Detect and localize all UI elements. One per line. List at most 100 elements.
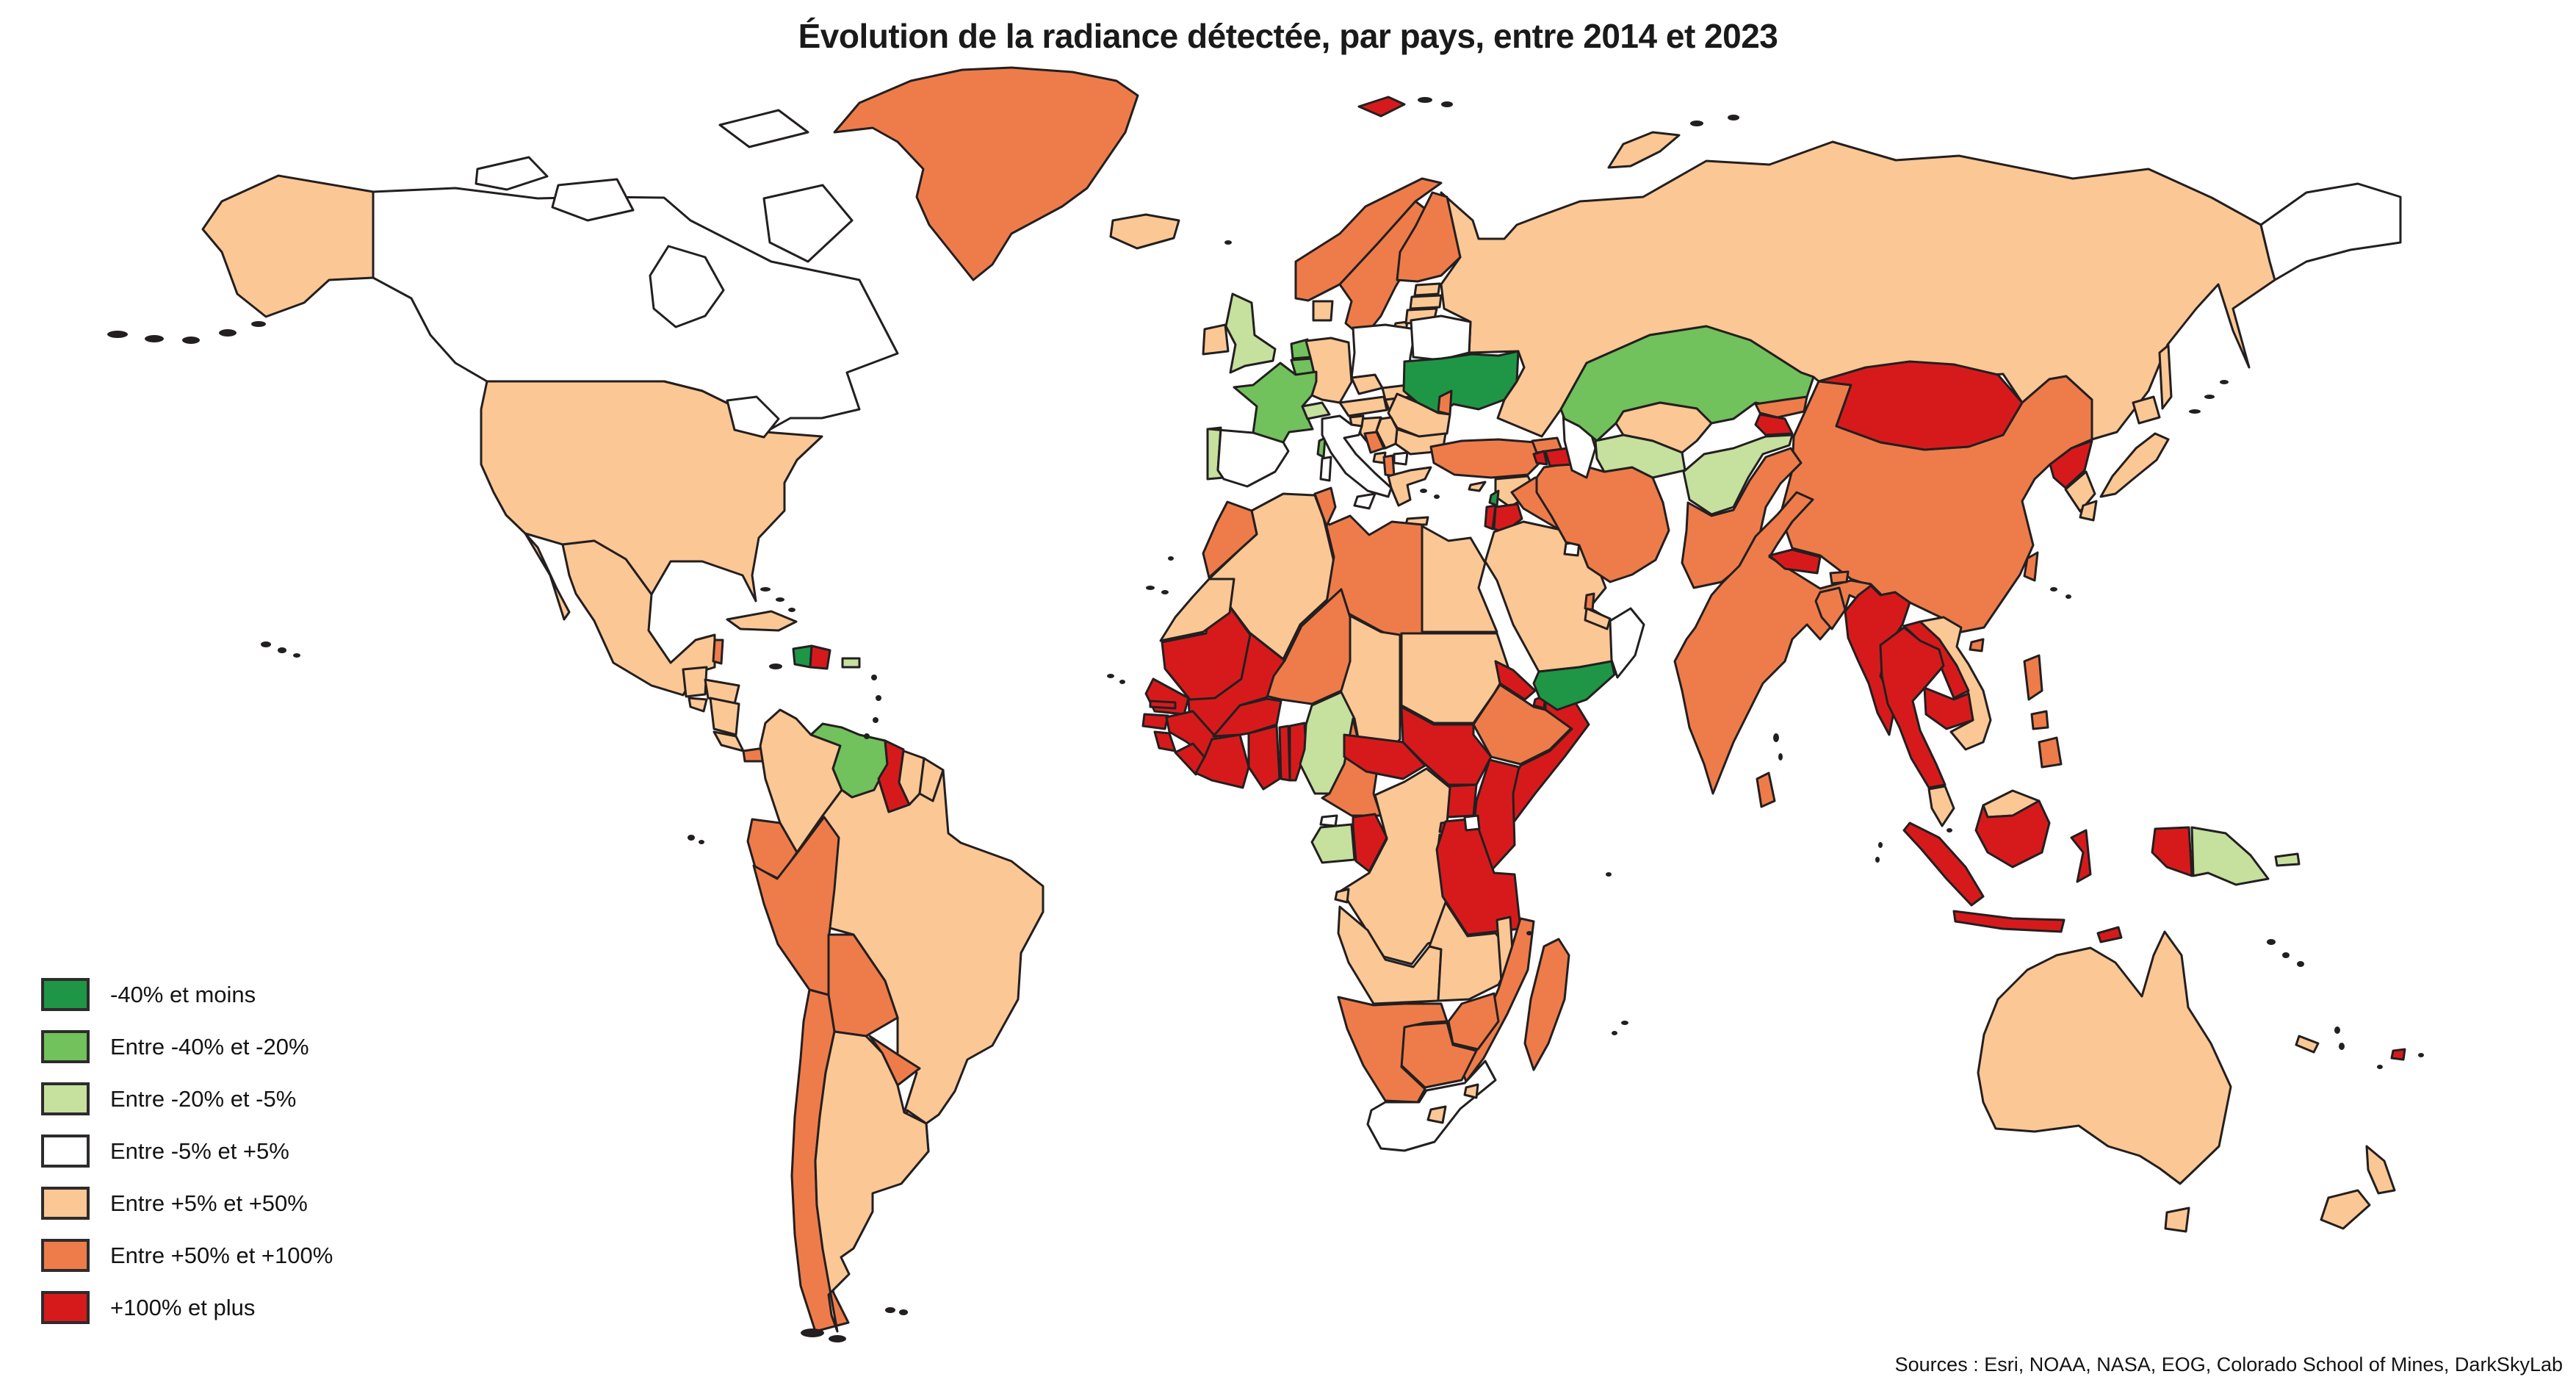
legend-item-0: -40% et moins — [41, 968, 333, 1021]
legend-swatch-red — [41, 1291, 90, 1324]
country-albania — [1382, 454, 1396, 478]
lake-victoria — [1463, 814, 1481, 832]
country-latvia — [1409, 294, 1443, 310]
country-thailand — [1879, 626, 1947, 789]
baja-california — [524, 532, 571, 621]
country-argentina — [814, 1030, 930, 1333]
country-sweden — [1338, 200, 1432, 339]
nz-north-island — [2365, 1145, 2396, 1195]
country-canada — [372, 187, 899, 434]
country-germany — [1305, 337, 1353, 404]
country-el-salvador — [688, 697, 708, 713]
country-armenia — [1532, 450, 1548, 466]
country-spain — [1208, 428, 1290, 488]
tasmania — [2164, 1207, 2190, 1233]
country-south-africa — [1366, 1060, 1497, 1152]
country-switzerland — [1301, 401, 1331, 420]
country-sri-lanka — [1756, 772, 1776, 808]
country-pakistan — [1681, 447, 1803, 589]
country-oman — [1609, 607, 1645, 679]
philippines-mindanao — [2038, 736, 2063, 769]
arctic-island-baffin — [762, 184, 854, 263]
country-eritrea — [1494, 660, 1537, 701]
country-svalbard — [1357, 96, 1406, 118]
country-south-korea — [2064, 470, 2096, 513]
country-greenland — [833, 66, 1139, 281]
country-finland — [1396, 191, 1462, 283]
country-russia — [1440, 140, 2276, 441]
legend-label: Entre -5% et +5% — [110, 1137, 289, 1164]
hainan — [1969, 638, 1985, 652]
country-estonia — [1413, 282, 1441, 297]
country-gabon — [1310, 823, 1356, 864]
legend-label: Entre -20% et -5% — [110, 1085, 297, 1112]
indonesia-sumatra — [1902, 821, 1985, 907]
hudson-bay — [649, 245, 725, 328]
country-uae — [1584, 607, 1612, 630]
country-ghana — [1247, 724, 1281, 791]
country-morocco — [1202, 500, 1258, 579]
country-taiwan — [2023, 551, 2039, 582]
cabinda — [1334, 888, 1350, 904]
country-kazakhstan — [1559, 325, 1815, 442]
sicily — [1353, 492, 1377, 510]
indonesia-java — [1952, 910, 2066, 933]
country-sierra-leone — [1153, 730, 1177, 752]
country-papua-new-guinea — [2190, 826, 2270, 886]
country-usa-alaska — [201, 174, 375, 318]
country-burkina-faso — [1212, 697, 1282, 738]
country-equatorial-guinea — [1319, 814, 1338, 827]
arctic-island-banks — [475, 156, 549, 191]
country-mongolia — [1817, 360, 2024, 451]
country-nepal — [1768, 548, 1822, 575]
philippines-luzon — [2023, 654, 2043, 701]
nz-south-island — [2320, 1189, 2371, 1230]
country-nicaragua — [709, 697, 740, 736]
country-guatemala — [682, 666, 708, 698]
arctic-island-ellesmere — [718, 109, 809, 148]
country-lebanon — [1488, 489, 1500, 507]
indonesia-papua — [2151, 826, 2193, 877]
country-south-sudan — [1400, 705, 1493, 786]
country-dominican-republic — [809, 644, 831, 670]
country-qatar — [1584, 592, 1595, 611]
country-belize — [712, 639, 724, 665]
legend-item-3: Entre -5% et +5% — [41, 1125, 333, 1177]
legend-swatch-dark-green — [41, 978, 90, 1011]
country-namibia — [1337, 996, 1448, 1104]
sardinia — [1319, 456, 1332, 482]
japan-honshu — [2099, 432, 2170, 498]
indonesia-kalimantan — [1974, 799, 2051, 869]
legend-label: -40% et moins — [110, 981, 256, 1007]
country-afghanistan — [1682, 434, 1794, 516]
country-norway — [1294, 177, 1443, 302]
country-iceland — [1109, 213, 1180, 250]
country-australia — [1977, 930, 2232, 1185]
country-guinea-bissau — [1141, 713, 1169, 730]
country-cambodia — [1923, 686, 1974, 730]
country-malaysia-peninsula — [1927, 785, 1955, 827]
legend-swatch-white — [41, 1135, 90, 1168]
legend: -40% et moins Entre -40% et -20% Entre -… — [41, 968, 333, 1334]
sources-note: Sources : Esri, NOAA, NASA, EOG, Colorad… — [1894, 1353, 2563, 1376]
country-italy — [1321, 414, 1393, 498]
country-tajikistan — [1754, 413, 1794, 436]
country-new-caledonia — [2295, 1035, 2320, 1054]
country-togo — [1278, 724, 1291, 782]
country-uganda — [1446, 783, 1478, 819]
legend-swatch-medium-green — [41, 1030, 90, 1063]
legend-swatch-peach — [41, 1187, 90, 1220]
chukotka-region — [2259, 182, 2402, 281]
country-cyprus — [1468, 481, 1487, 492]
country-timor-leste — [2096, 926, 2123, 943]
country-lesotho — [1426, 1105, 1447, 1124]
country-bosnia — [1363, 431, 1385, 454]
country-haiti — [792, 644, 813, 669]
country-western-sahara — [1159, 578, 1235, 642]
legend-item-4: Entre +5% et +50% — [41, 1177, 333, 1229]
japan-kyushu — [2079, 500, 2098, 522]
indonesia-sulawesi — [2070, 829, 2092, 883]
island-specks — [107, 97, 2424, 1342]
sakhalin-island — [2158, 344, 2173, 410]
country-austria — [1338, 395, 1388, 417]
